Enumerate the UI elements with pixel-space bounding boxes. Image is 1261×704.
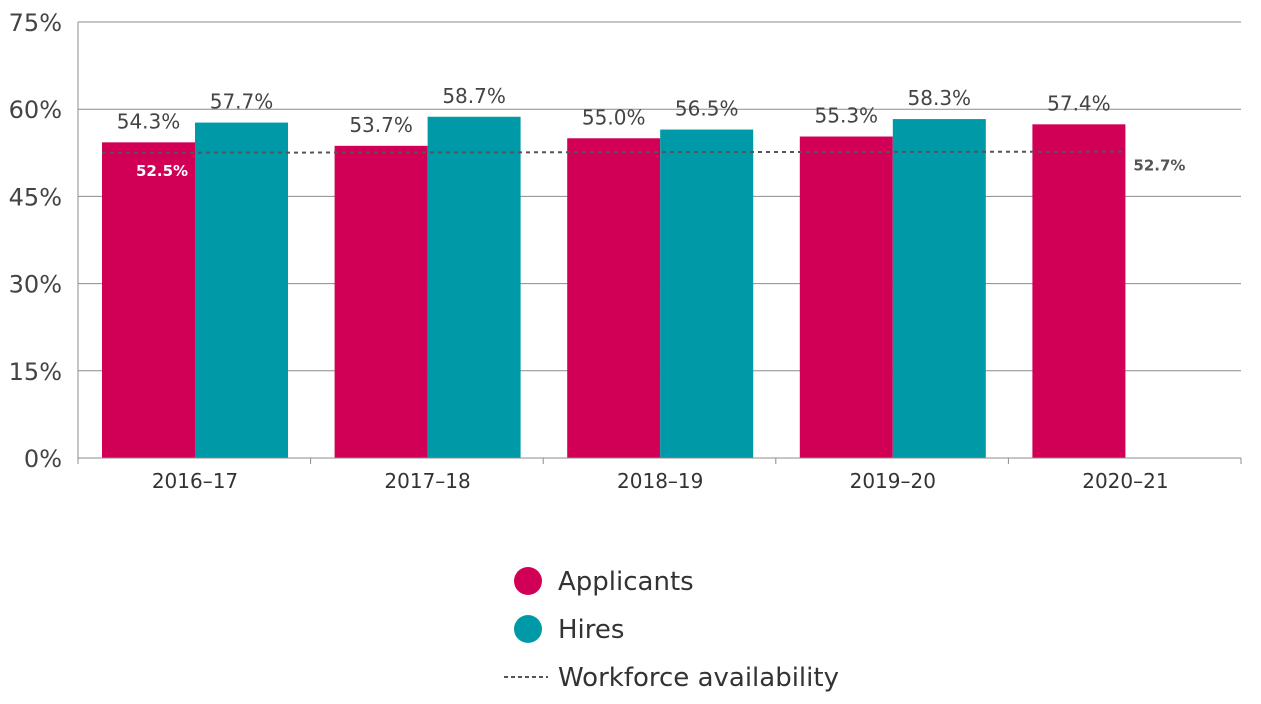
- y-tick-label: 45%: [9, 183, 62, 211]
- y-tick-label: 30%: [9, 271, 62, 299]
- data-label: 55.0%: [582, 105, 646, 129]
- y-tick-label: 15%: [9, 358, 62, 386]
- y-tick-label: 75%: [9, 9, 62, 37]
- data-label: 57.4%: [1047, 91, 1111, 115]
- data-label: 57.7%: [210, 90, 274, 114]
- legend: Applicants Hires Workforce availability: [504, 567, 839, 693]
- bar-hires: [195, 122, 288, 458]
- bar-hires: [892, 119, 986, 458]
- bar-hires: [427, 116, 521, 459]
- y-tick-label: 0%: [24, 445, 62, 473]
- bar-hires: [660, 129, 754, 458]
- legend-label: Applicants: [558, 567, 694, 597]
- data-label: 56.5%: [675, 97, 739, 121]
- data-label: 53.7%: [349, 113, 413, 137]
- reference-end-label: 52.7%: [1133, 157, 1185, 175]
- data-label: 58.7%: [442, 84, 506, 108]
- data-labels: 54.3% 53.7% 55.0% 55.3% 57.4% 57.7% 58.7% 56.5%…: [117, 84, 1111, 137]
- category-label: 2016–17: [152, 469, 238, 493]
- bar-applicants: [1032, 124, 1126, 458]
- data-label: 58.3%: [908, 86, 972, 110]
- x-axis: 2016–17 2017–18 2018–19 2019–20 2020–21: [77, 457, 1242, 493]
- bar-applicants: [102, 142, 195, 458]
- y-tick-label: 60%: [9, 96, 62, 124]
- bar-applicants: [567, 138, 661, 458]
- workforce-availability-line: 52.5% 52.7%: [101, 150, 1185, 180]
- data-label: 54.3%: [117, 109, 181, 133]
- reference-line: [101, 150, 1126, 154]
- legend-marker-applicants: [514, 567, 542, 595]
- category-label: 2018–19: [617, 469, 703, 493]
- data-label: 55.3%: [815, 104, 879, 128]
- legend-label: Workforce availability: [558, 663, 839, 693]
- category-label: 2017–18: [384, 469, 470, 493]
- y-axis-tick-labels: 0% 15% 30% 45% 60% 75%: [9, 9, 62, 473]
- bar-applicants: [334, 145, 428, 458]
- bars: [102, 116, 1126, 459]
- bar-applicants: [799, 136, 893, 459]
- legend-label: Hires: [558, 615, 624, 645]
- category-label: 2019–20: [850, 469, 936, 493]
- category-label: 2020–21: [1082, 469, 1168, 493]
- legend-marker-hires: [514, 615, 542, 643]
- reference-start-label: 52.5%: [136, 162, 188, 180]
